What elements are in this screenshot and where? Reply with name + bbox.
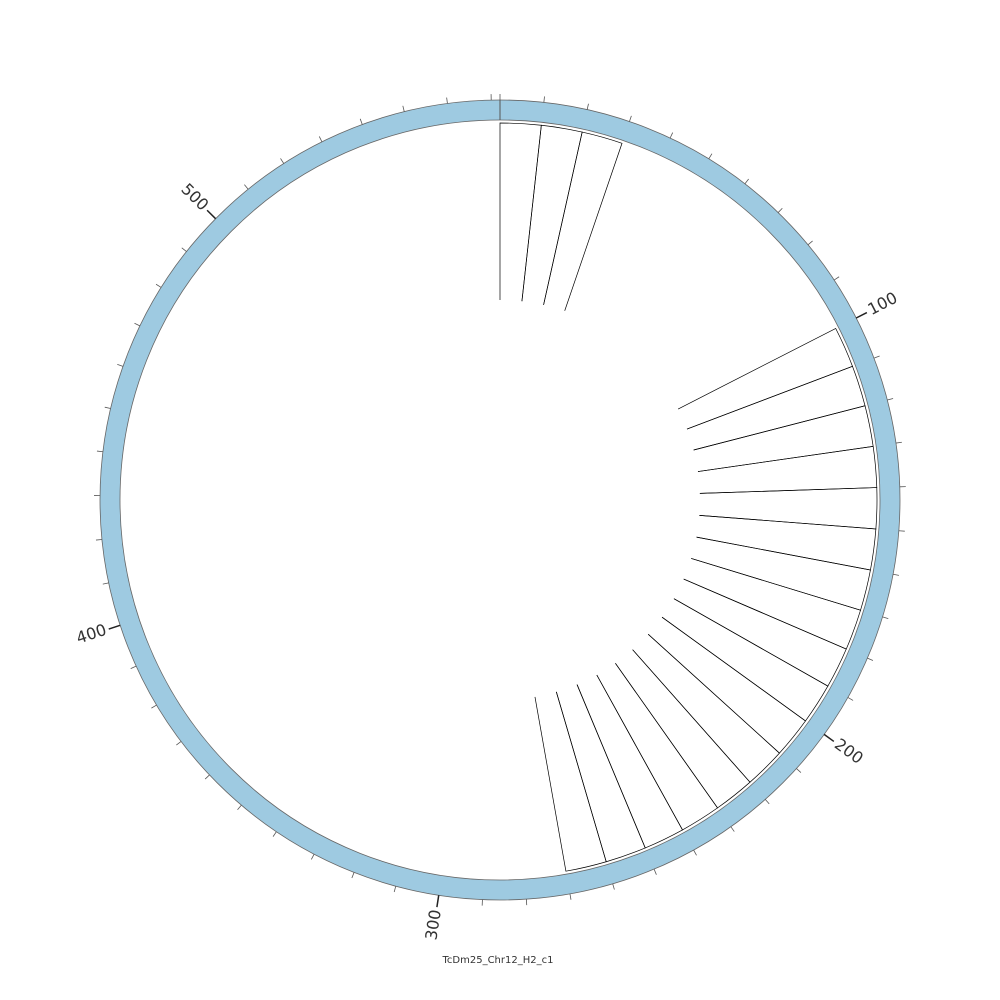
segment xyxy=(699,487,878,530)
minor-tick xyxy=(351,872,355,879)
tick-label: 200 xyxy=(831,735,867,768)
segment xyxy=(596,663,719,831)
minor-tick xyxy=(102,582,109,585)
major-tick xyxy=(108,624,121,630)
tick-label: 500 xyxy=(177,179,212,214)
segment xyxy=(677,328,853,430)
major-tick xyxy=(206,209,217,220)
tick-label: 100 xyxy=(865,288,901,319)
minor-tick xyxy=(892,573,900,576)
minor-tick xyxy=(895,441,902,444)
segment xyxy=(673,578,847,687)
segment xyxy=(499,122,542,302)
minor-tick xyxy=(764,799,770,805)
minor-tick xyxy=(280,158,285,164)
minor-tick xyxy=(882,616,889,620)
minor-tick xyxy=(130,665,137,670)
minor-tick xyxy=(887,398,894,401)
minor-tick xyxy=(272,831,277,837)
minor-tick xyxy=(393,886,397,893)
minor-tick xyxy=(586,103,589,110)
minor-tick xyxy=(155,283,162,288)
minor-tick xyxy=(653,868,657,875)
minor-tick xyxy=(669,132,674,139)
major-tick xyxy=(823,733,835,743)
minor-tick xyxy=(796,768,802,773)
minor-tick xyxy=(867,657,874,661)
minor-tick xyxy=(446,97,448,104)
ideogram xyxy=(99,99,901,901)
segment xyxy=(556,684,646,863)
minor-tick xyxy=(318,136,323,142)
minor-tick xyxy=(244,184,249,190)
segment xyxy=(683,558,861,650)
minor-tick xyxy=(569,893,572,900)
segment xyxy=(648,616,806,754)
minor-tick xyxy=(847,697,854,701)
minor-tick xyxy=(807,240,813,246)
minor-tick xyxy=(181,247,187,252)
minor-tick xyxy=(176,741,182,746)
minor-tick xyxy=(873,355,880,359)
minor-tick xyxy=(117,364,124,367)
segment xyxy=(661,598,829,722)
minor-tick xyxy=(204,774,210,780)
segment xyxy=(615,649,751,809)
minor-tick xyxy=(543,96,545,103)
minor-tick xyxy=(612,883,615,890)
tick-label: 300 xyxy=(421,908,444,941)
minor-tick xyxy=(310,853,315,860)
segment xyxy=(686,365,866,451)
minor-tick xyxy=(744,178,749,185)
segment xyxy=(534,691,607,872)
minor-tick xyxy=(730,826,735,832)
minor-tick xyxy=(777,207,783,213)
tick-label: 400 xyxy=(74,620,109,648)
segment xyxy=(632,634,780,783)
major-tick xyxy=(855,311,868,319)
minor-tick xyxy=(96,450,103,453)
minor-tick xyxy=(359,118,363,125)
segment xyxy=(691,536,871,611)
minor-tick xyxy=(402,105,405,112)
minor-tick xyxy=(104,406,111,409)
minor-tick xyxy=(95,539,102,541)
major-tick xyxy=(436,895,440,908)
segment xyxy=(693,405,874,472)
minor-tick xyxy=(629,115,632,122)
segment xyxy=(543,131,623,311)
minor-tick xyxy=(134,322,141,327)
minor-tick xyxy=(833,276,840,281)
minor-tick xyxy=(693,849,697,856)
minor-tick xyxy=(237,804,242,810)
segment xyxy=(697,445,878,494)
segment xyxy=(521,124,583,305)
minor-tick xyxy=(151,704,157,709)
chart-title: TcDm25_Chr12_H2_c1 xyxy=(442,955,554,966)
segment xyxy=(696,515,877,571)
minor-tick xyxy=(708,153,713,160)
segment xyxy=(576,674,683,849)
